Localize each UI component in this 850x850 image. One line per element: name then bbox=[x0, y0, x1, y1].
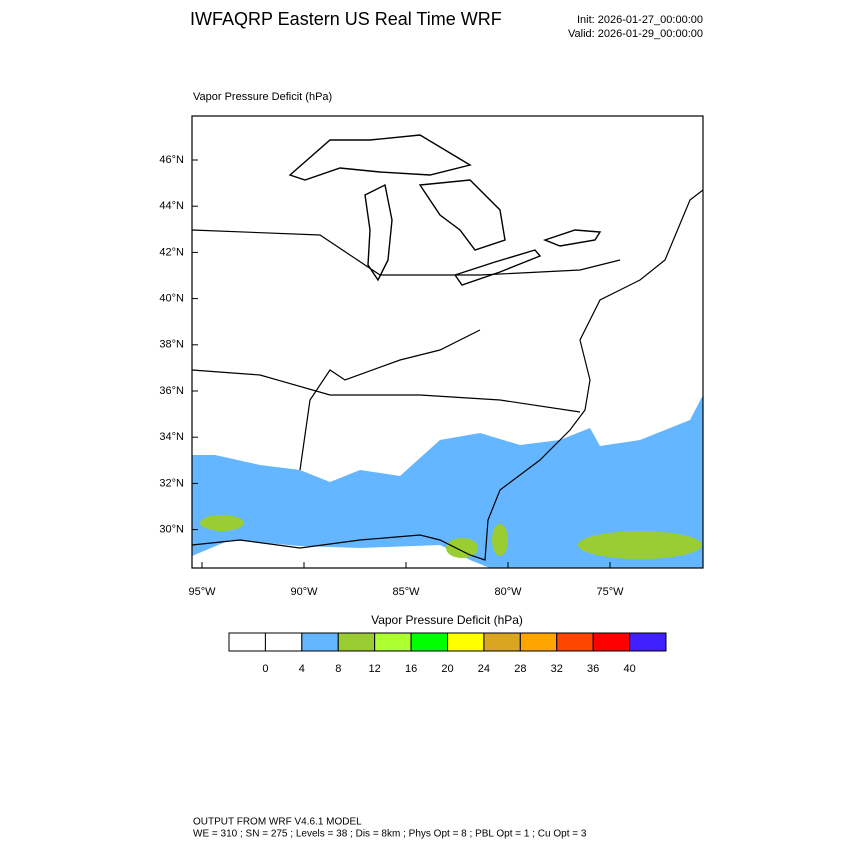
colorbar-label: 40 bbox=[623, 663, 635, 675]
colorbar-box bbox=[592, 632, 631, 652]
footer-line: WE = 310 ; SN = 275 ; Levels = 38 ; Dis … bbox=[193, 829, 587, 840]
colorbar-box bbox=[447, 632, 485, 652]
vpd-patch bbox=[578, 531, 702, 559]
init-time: Init: 2026-01-27_00:00:00 bbox=[577, 14, 703, 26]
lake-huron bbox=[418, 179, 506, 251]
vpd-patch bbox=[200, 515, 244, 531]
lon-label: 75°W bbox=[596, 586, 624, 598]
footer-line: OUTPUT FROM WRF V4.6.1 MODEL bbox=[193, 817, 362, 828]
colorbar-label: 16 bbox=[405, 663, 417, 675]
lake-superior bbox=[288, 134, 472, 181]
lat-label: 38°N bbox=[159, 339, 184, 351]
colorbar-title: Vapor Pressure Deficit (hPa) bbox=[371, 613, 523, 627]
colorbar-box bbox=[374, 632, 412, 652]
lat-label: 36°N bbox=[159, 385, 184, 397]
lake-ontario bbox=[542, 229, 602, 247]
colorbar-box bbox=[556, 632, 594, 652]
colorbar-label: 28 bbox=[514, 663, 526, 675]
colorbar-label: 0 bbox=[262, 663, 268, 675]
lat-label: 30°N bbox=[159, 524, 184, 536]
lon-label: 85°W bbox=[392, 586, 420, 598]
lon-label: 95°W bbox=[188, 586, 216, 598]
map-label: Vapor Pressure Deficit (hPa) bbox=[193, 91, 332, 103]
colorbar-box bbox=[483, 632, 521, 652]
vpd-patch bbox=[446, 538, 478, 558]
colorbar-box bbox=[301, 632, 339, 652]
title: IWFAQRP Eastern US Real Time WRF bbox=[190, 9, 502, 29]
lat-label: 34°N bbox=[159, 431, 184, 443]
map-frame bbox=[191, 115, 704, 569]
colorbar-label: 20 bbox=[441, 663, 453, 675]
border bbox=[191, 229, 621, 276]
valid-time: Valid: 2026-01-29_00:00:00 bbox=[568, 28, 703, 40]
colorbar-box bbox=[228, 632, 266, 652]
border bbox=[299, 329, 481, 471]
lat-label: 32°N bbox=[159, 477, 184, 489]
lat-label: 46°N bbox=[159, 154, 184, 166]
lake-erie bbox=[453, 249, 542, 286]
border bbox=[191, 369, 581, 413]
colorbar-box bbox=[264, 632, 303, 652]
lat-label: 40°N bbox=[159, 293, 184, 305]
vpd-field bbox=[192, 395, 703, 568]
colorbar-label: 36 bbox=[587, 663, 599, 675]
colorbar-box bbox=[410, 632, 449, 652]
colorbar-label: 32 bbox=[551, 663, 563, 675]
map bbox=[191, 115, 704, 569]
colorbar-label: 24 bbox=[478, 663, 490, 675]
colorbar-box bbox=[629, 632, 667, 652]
colorbar-label: 8 bbox=[335, 663, 341, 675]
lat-label: 44°N bbox=[159, 200, 184, 212]
coastline bbox=[191, 189, 704, 561]
lat-label: 42°N bbox=[159, 246, 184, 258]
colorbar-box bbox=[337, 632, 376, 652]
vpd-patch bbox=[492, 524, 508, 556]
lon-label: 90°W bbox=[290, 586, 318, 598]
colorbar-box bbox=[519, 632, 558, 652]
lake-michigan bbox=[364, 183, 393, 282]
gulf-low-vpd bbox=[192, 540, 490, 568]
colorbar-label: 12 bbox=[369, 663, 381, 675]
lon-label: 80°W bbox=[494, 586, 522, 598]
colorbar-label: 4 bbox=[299, 663, 305, 675]
